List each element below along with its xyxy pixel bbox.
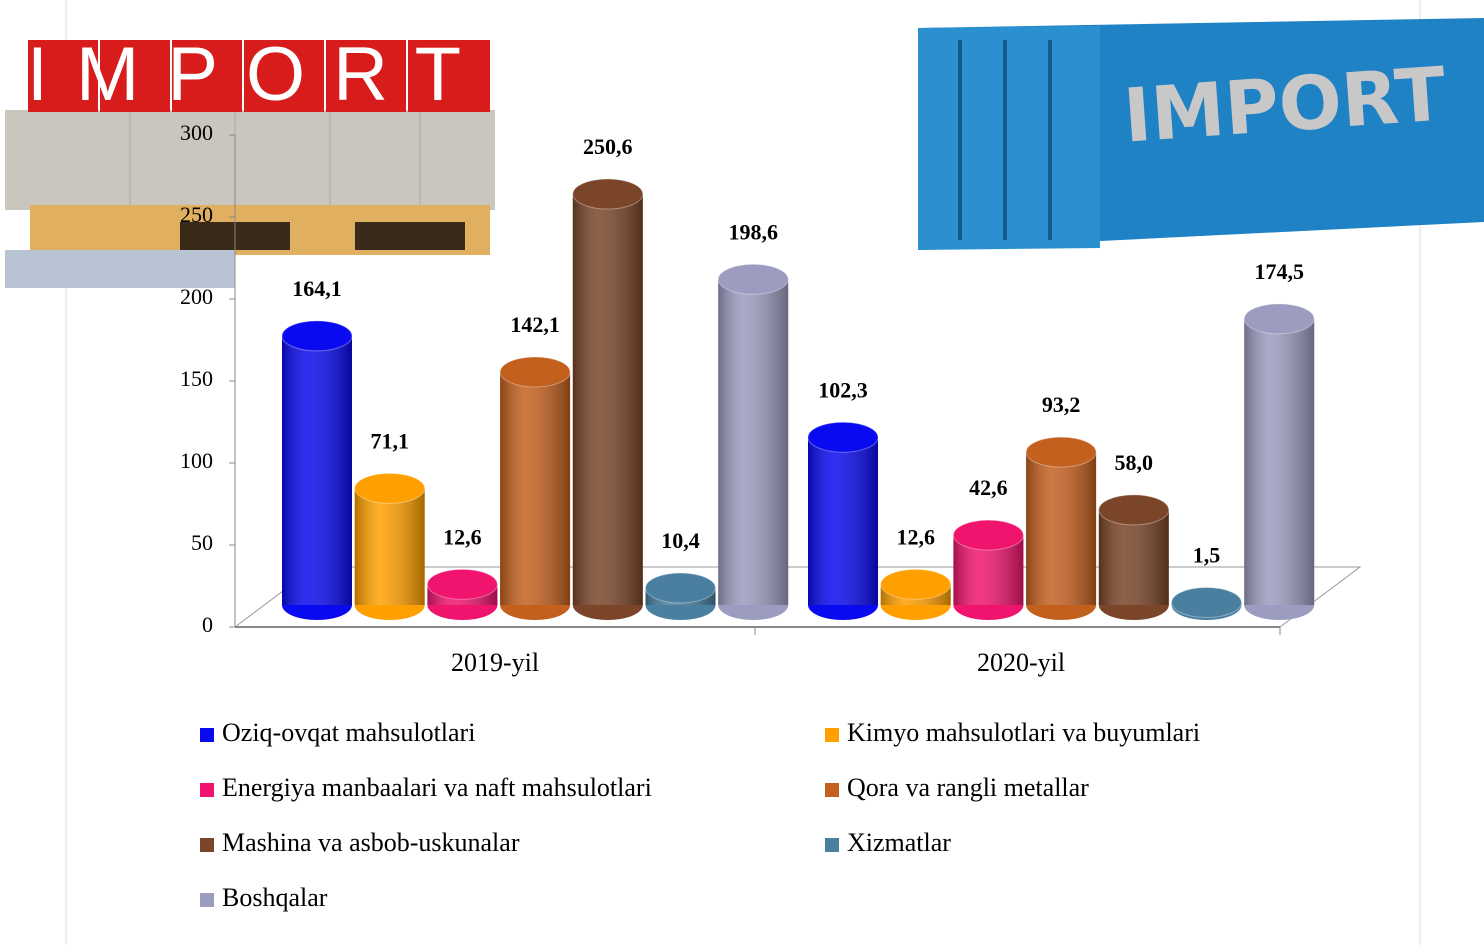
legend-label: Oziq-ovqat mahsulotlari: [222, 718, 475, 747]
bar: [1026, 437, 1096, 620]
value-label: 58,0: [1115, 450, 1154, 475]
legend-label: Energiya manbaalari va naft mahsulotlari: [222, 773, 652, 802]
value-label: 93,2: [1042, 392, 1081, 417]
bar-shade: [718, 279, 788, 605]
legend-label: Qora va rangli metallar: [847, 773, 1089, 802]
bar: [500, 357, 570, 620]
bar-top: [500, 357, 570, 387]
y-tick-label: 250: [180, 202, 213, 227]
bar-top: [355, 473, 425, 503]
bar-top: [1244, 304, 1314, 334]
legend-swatch: [200, 728, 214, 742]
legend-swatch: [200, 893, 214, 907]
bar: [1099, 495, 1169, 620]
bar: [881, 569, 951, 620]
bar-top: [573, 179, 643, 209]
bar-shade: [808, 437, 878, 605]
legend-swatch: [200, 783, 214, 797]
bar-top: [1172, 588, 1242, 618]
bar-top: [646, 573, 716, 603]
bar: [355, 473, 425, 620]
value-label: 102,3: [818, 377, 868, 402]
value-label: 174,5: [1254, 259, 1304, 284]
legend-swatch: [825, 783, 839, 797]
legend-swatch: [825, 838, 839, 852]
x-tick-label: 2019-yil: [451, 648, 539, 677]
bar: [282, 321, 352, 620]
bar-top: [1026, 437, 1096, 467]
y-tick-label: 0: [202, 612, 213, 637]
legend-label: Xizmatlar: [847, 828, 951, 857]
bar: [808, 422, 878, 620]
legend-swatch: [200, 838, 214, 852]
bar-shade: [1244, 319, 1314, 605]
bar: [953, 520, 1023, 620]
bar: [427, 569, 497, 620]
bar-top: [282, 321, 352, 351]
bar-top: [953, 520, 1023, 550]
bar-top: [427, 569, 497, 599]
bar-top: [808, 422, 878, 452]
value-label: 71,1: [370, 428, 409, 453]
chart: IMPORT IMPORT 0 50 100 150 200 250 300 2019-yil…: [0, 0, 1484, 945]
bar-top: [718, 264, 788, 294]
y-tick-label: 200: [180, 284, 213, 309]
bar-top: [881, 569, 951, 599]
value-label: 10,4: [661, 528, 700, 553]
bar: [1244, 304, 1314, 620]
image-text: IMPORT: [27, 32, 489, 117]
bar-shade: [355, 488, 425, 605]
value-label: 142,1: [510, 312, 560, 337]
legend-swatch: [825, 728, 839, 742]
y-tick-label: 300: [180, 120, 213, 145]
bar: [1172, 588, 1242, 620]
import-pallet-image: IMPORT: [5, 32, 495, 288]
value-label: 42,6: [969, 475, 1008, 500]
x-tick-label: 2020-yil: [977, 648, 1065, 677]
value-label: 198,6: [728, 219, 778, 244]
y-tick-label: 100: [180, 448, 213, 473]
page: IMPORT IMPORT 0 50 100 150 200 250 300 2019-yil…: [0, 0, 1484, 945]
bar: [718, 264, 788, 620]
value-label: 164,1: [292, 276, 342, 301]
legend-label: Kimyo mahsulotlari va buyumlari: [847, 718, 1200, 747]
bar: [573, 179, 643, 620]
bar-shade: [500, 372, 570, 605]
value-label: 12,6: [443, 524, 482, 549]
bar-shade: [1026, 452, 1096, 605]
legend-label: Mashina va asbob-uskunalar: [222, 828, 520, 857]
legend-label: Boshqalar: [222, 883, 328, 912]
y-tick-label: 50: [191, 530, 213, 555]
value-label: 1,5: [1193, 543, 1221, 568]
bar: [646, 573, 716, 620]
import-container-image: IMPORT: [918, 18, 1484, 250]
value-label: 12,6: [896, 524, 935, 549]
y-tick-label: 150: [180, 366, 213, 391]
value-label: 250,6: [583, 134, 633, 159]
bar-shade: [282, 336, 352, 605]
bar-shade: [573, 194, 643, 605]
bar-top: [1099, 495, 1169, 525]
